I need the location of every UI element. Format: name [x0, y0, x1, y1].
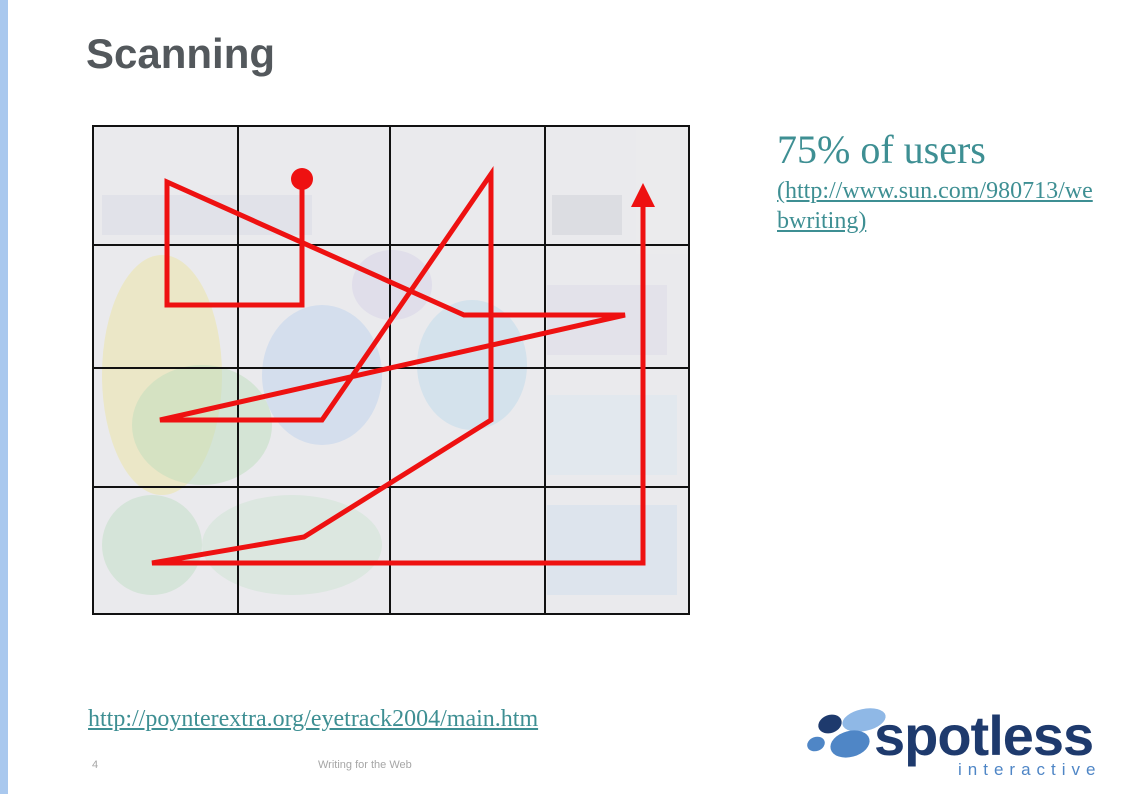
footer-title: Writing for the Web	[318, 759, 412, 771]
scan-start-dot	[291, 168, 313, 190]
eyetrack-heatmap-figure	[92, 125, 690, 615]
scan-path	[151, 165, 646, 566]
eyetrack-scan-diagram	[92, 125, 690, 615]
scan-path-arrow-icon	[631, 183, 655, 207]
stat-headline: 75% of users	[777, 127, 986, 172]
page-number: 4	[92, 759, 99, 771]
logo-subtitle: interactive	[958, 760, 1102, 779]
logo-wordmark: spotless	[874, 704, 1094, 767]
spotless-logo: spotless interactive	[806, 700, 1116, 786]
spotless-logo-icon	[807, 708, 886, 758]
stat-block: 75% of users (http://www.sun.com/980713/…	[777, 126, 1097, 236]
stat-source-link[interactable]: (http://www.sun.com/980713/webwriting)	[777, 178, 1093, 234]
slide-accent-bar	[0, 0, 8, 794]
eyetrack-source-link[interactable]: http://poynterextra.org/eyetrack2004/mai…	[88, 706, 539, 732]
slide-title: Scanning	[86, 30, 276, 77]
